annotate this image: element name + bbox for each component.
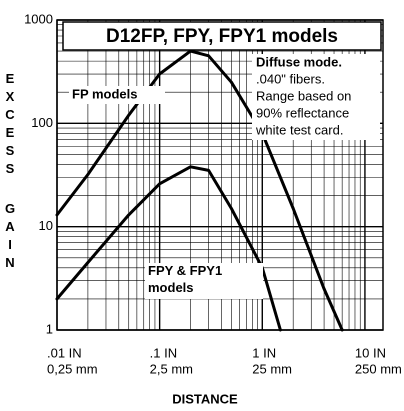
series-label: FPY & FPY1 models <box>148 263 222 295</box>
annotation: white test card. <box>255 122 343 137</box>
annotation: 90% reflectance <box>256 105 349 120</box>
x-tick-label: 1 IN <box>252 345 276 360</box>
series-label: FP models <box>72 86 138 101</box>
x-tick-label: 10 IN <box>355 345 386 360</box>
y-tick-label: 100 <box>31 115 53 130</box>
label-bg <box>69 86 165 104</box>
x-tick-label: .01 IN <box>47 345 82 360</box>
annotation-bg <box>252 54 380 140</box>
annotation: .040" fibers. <box>256 71 325 86</box>
x-tick-sublabel: 250 mm <box>355 361 402 376</box>
label-bg <box>145 263 263 299</box>
chart-title: D12FP, FPY, FPY1 models <box>106 26 338 47</box>
x-axis-label: DISTANCE <box>172 391 238 406</box>
y-tick-label: 1 <box>46 321 53 336</box>
annotation: Diffuse mode. <box>256 54 342 69</box>
x-tick-sublabel: 0,25 mm <box>47 361 98 376</box>
line <box>55 165 282 332</box>
y-tick-label: 1000 <box>24 11 53 26</box>
x-tick-sublabel: 2,5 mm <box>150 361 193 376</box>
annotation: Range based on <box>256 88 351 103</box>
x-tick-sublabel: 25 mm <box>252 361 292 376</box>
y-tick-label: 10 <box>39 218 53 233</box>
title-box <box>62 21 382 51</box>
line <box>55 49 344 332</box>
x-tick-label: .1 IN <box>150 345 177 360</box>
